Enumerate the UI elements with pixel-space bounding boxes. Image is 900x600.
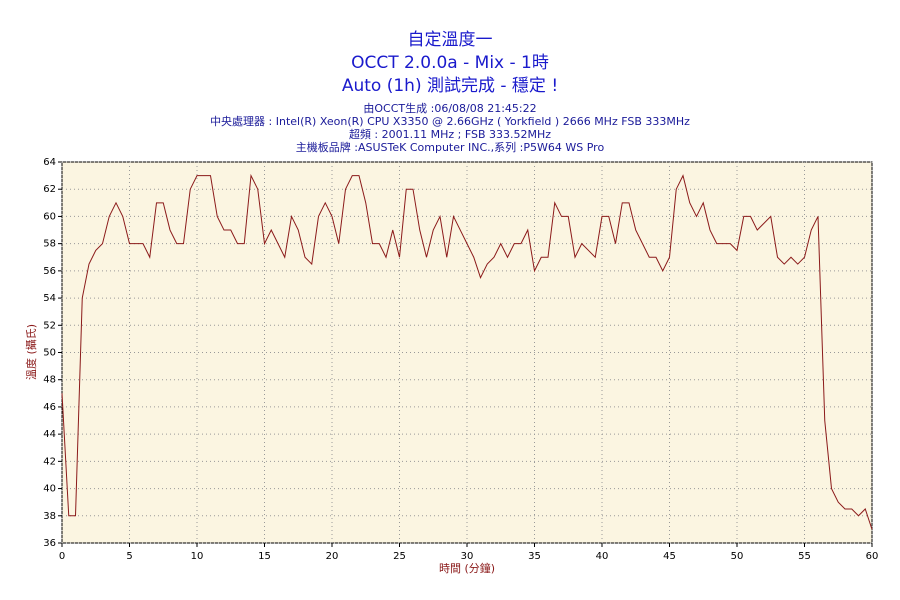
temperature-line bbox=[61, 173, 873, 530]
y-tick-label: 62 bbox=[43, 184, 56, 195]
x-tick-label: 0 bbox=[59, 551, 65, 562]
x-tick-label: 45 bbox=[663, 551, 676, 562]
y-tick-label: 44 bbox=[43, 429, 56, 440]
y-tick-label: 36 bbox=[43, 538, 56, 549]
info-line: 超頻 : 2001.11 MHz ; FSB 333.52MHz bbox=[349, 127, 551, 141]
x-tick-label: 60 bbox=[866, 551, 879, 562]
x-tick-label: 55 bbox=[798, 551, 811, 562]
x-tick-label: 35 bbox=[528, 551, 541, 562]
info-line: 主機板品牌 :ASUSTeK Computer INC.,系列 :P5W64 W… bbox=[296, 140, 605, 154]
x-tick-label: 30 bbox=[461, 551, 474, 562]
y-tick-label: 50 bbox=[43, 348, 56, 359]
chart-subtitle: Auto (1h) 測試完成 - 穩定 ! bbox=[342, 76, 558, 96]
y-tick-label: 46 bbox=[43, 402, 56, 413]
x-tick-label: 5 bbox=[126, 551, 132, 562]
y-tick-label: 58 bbox=[43, 239, 56, 250]
y-tick-label: 52 bbox=[43, 320, 56, 331]
chart-title: 自定溫度一 bbox=[408, 30, 493, 50]
info-line: 由OCCT生成 :06/08/08 21:45:22 bbox=[363, 101, 536, 115]
x-tick-label: 20 bbox=[326, 551, 339, 562]
y-tick-label: 56 bbox=[43, 266, 56, 277]
y-tick-label: 38 bbox=[43, 511, 56, 522]
y-tick-label: 48 bbox=[43, 375, 56, 386]
x-tick-label: 25 bbox=[393, 551, 406, 562]
y-tick-label: 60 bbox=[43, 211, 56, 222]
x-tick-label: 15 bbox=[258, 551, 271, 562]
y-axis-label: 溫度 (攝氏) bbox=[24, 324, 38, 380]
x-tick-label: 40 bbox=[596, 551, 609, 562]
y-tick-label: 42 bbox=[43, 456, 56, 467]
x-axis-label: 時間 (分鐘) bbox=[439, 561, 495, 575]
x-tick-label: 50 bbox=[731, 551, 744, 562]
y-tick-label: 64 bbox=[43, 157, 56, 168]
chart-subtitle: OCCT 2.0.0a - Mix - 1時 bbox=[351, 53, 549, 73]
y-tick-label: 40 bbox=[43, 484, 56, 495]
y-tick-label: 54 bbox=[43, 293, 56, 304]
x-tick-label: 10 bbox=[191, 551, 204, 562]
info-line: 中央處理器 : Intel(R) Xeon(R) CPU X3350 @ 2.6… bbox=[210, 114, 690, 128]
